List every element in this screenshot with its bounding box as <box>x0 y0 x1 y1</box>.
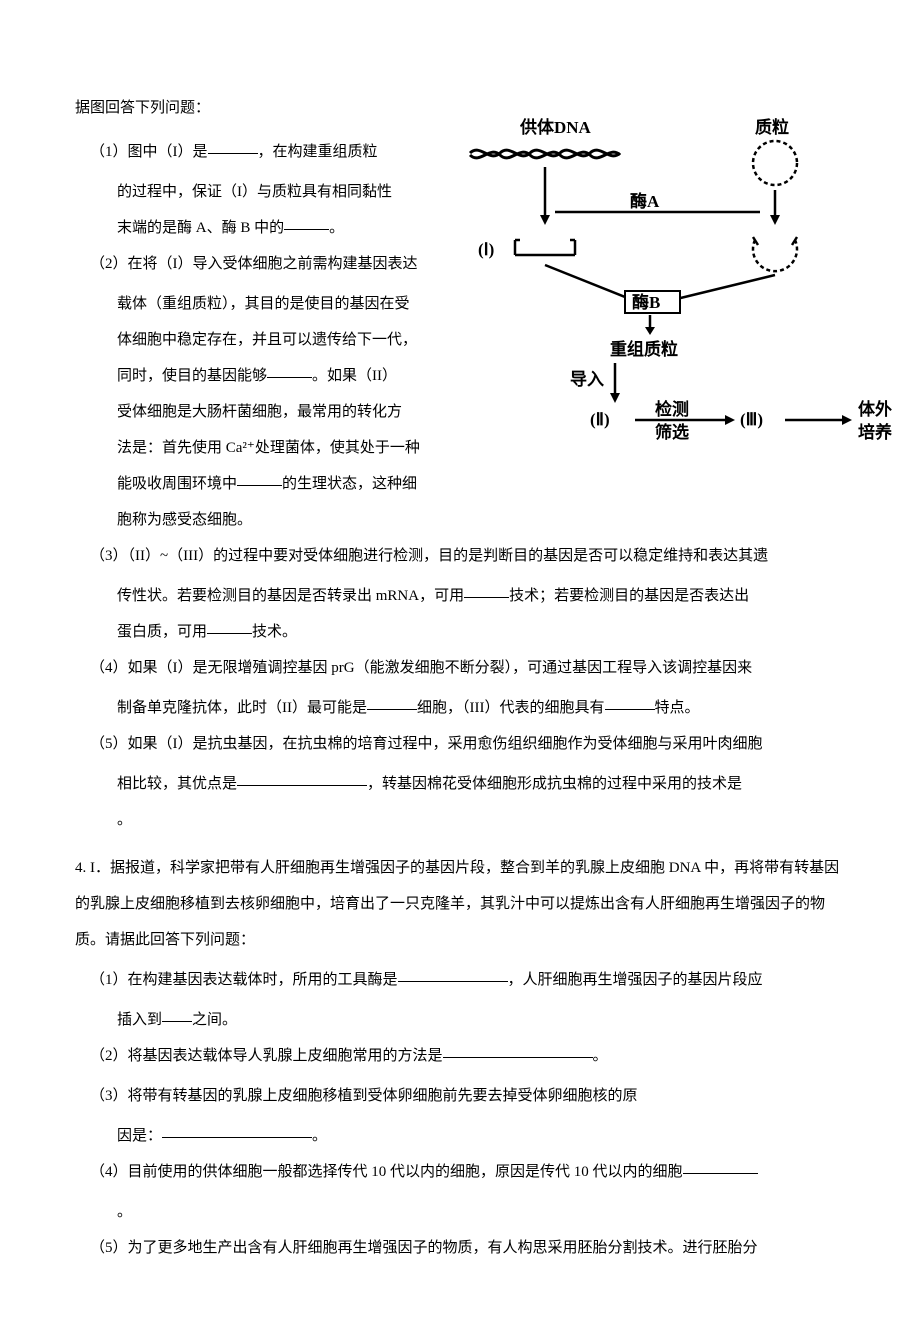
blank-input <box>464 597 509 598</box>
select-label: 筛选 <box>655 422 689 442</box>
enzyme-b-label: 酶B <box>632 292 660 312</box>
question-5-cont: 相比较，其优点是，转基因棉花受体细胞形成抗虫棉的过程中采用的技术是 <box>75 766 845 802</box>
question-2-cont: 受体细胞是大肠杆菌细胞，最常用的转化方 <box>75 394 435 430</box>
question-2-cont: 胞称为感受态细胞。 <box>75 502 435 538</box>
question-5: （5）如果（I）是抗虫基因，在抗虫棉的培育过程中，采用愈伤组织细胞作为受体细胞与… <box>75 726 845 762</box>
s4-question-3-cont: 因是：。 <box>75 1118 845 1154</box>
fragment-i-icon <box>515 240 575 255</box>
blank-input <box>605 709 655 710</box>
arrow-head-icon <box>610 393 620 403</box>
blank-input <box>207 633 252 634</box>
gene-engineering-diagram: 供体DNA 质粒 酶A <box>460 105 900 475</box>
section-4-header: 4. I．据报道，科学家把带有人肝细胞再生增强因子的基因片段，整合到羊的乳腺上皮… <box>75 850 845 958</box>
blank-input <box>398 981 508 982</box>
s4-question-1-cont: 插入到之间。 <box>75 1002 845 1038</box>
arrow-head-icon <box>725 415 735 425</box>
blank-input <box>367 709 417 710</box>
s4-question-3: （3）将带有转基因的乳腺上皮细胞移植到受体卵细胞前先要去掉受体卵细胞核的原 <box>75 1078 845 1114</box>
question-2-cont: 载体（重组质粒），其目的是使目的基因在受 <box>75 286 435 322</box>
arrow-head-icon <box>770 215 780 225</box>
arrow-head-icon <box>540 215 550 225</box>
blank-input <box>284 229 329 230</box>
s4-question-2: （2）将基因表达载体导人乳腺上皮细胞常用的方法是。 <box>75 1038 845 1074</box>
blank-input <box>162 1021 192 1022</box>
blank-input <box>267 377 312 378</box>
question-2-cont: 法是：首先使用 Ca²⁺处理菌体，使其处于一种 <box>75 430 435 466</box>
label-ii: (Ⅱ) <box>590 410 610 429</box>
question-3: （3）（II）~（III）的过程中要对受体细胞进行检测，目的是判断目的基因是否可… <box>75 538 845 574</box>
external-label: 体外 <box>858 399 892 419</box>
question-2-cont: 同时，使目的基因能够。如果（II） <box>75 358 435 394</box>
s4-question-5: （5）为了更多地生产出含有人肝细胞再生增强因子的物质，有人构思采用胚胎分割技术。… <box>75 1230 845 1266</box>
culture-label: 培养 <box>858 422 893 442</box>
s4-question-1: （1）在构建基因表达载体时，所用的工具酶是，人肝细胞再生增强因子的基因片段应 <box>75 962 845 998</box>
plasmid-label: 质粒 <box>755 117 789 137</box>
donor-dna-label: 供体DNA <box>519 117 592 137</box>
s4-question-4: （4）目前使用的供体细胞一般都选择传代 10 代以内的细胞，原因是传代 10 代… <box>75 1154 845 1190</box>
enzyme-a-label: 酶A <box>630 191 660 211</box>
dna-strand-icon <box>470 150 620 158</box>
question-1-cont: 末端的是酶 A、酶 B 中的。 <box>75 210 435 246</box>
arrow-head-icon <box>645 327 655 335</box>
question-4: （4）如果（I）是无限增殖调控基因 prG（能激发细胞不断分裂），可通过基因工程… <box>75 650 845 686</box>
blank-input <box>237 485 282 486</box>
plasmid-icon <box>753 141 797 185</box>
detect-label: 检测 <box>655 399 689 419</box>
label-iii: (Ⅲ) <box>740 410 763 429</box>
question-2-cont: 体细胞中稳定存在，并且可以遗传给下一代， <box>75 322 435 358</box>
question-2-cont: 能吸收周围环境中的生理状态，这种细 <box>75 466 435 502</box>
blank-input <box>208 153 258 154</box>
question-5-cont: 。 <box>75 802 845 838</box>
question-4-cont: 制备单克隆抗体，此时（II）最可能是细胞，（III）代表的细胞具有特点。 <box>75 690 845 726</box>
question-2: （2）在将（I）导入受体细胞之前需构建基因表达 <box>75 246 435 282</box>
question-3-cont: 传性状。若要检测目的基因是否转录出 mRNA，可用技术；若要检测目的基因是否表达… <box>75 578 845 614</box>
question-1: （1）图中（I）是，在构建重组质粒 <box>75 134 435 170</box>
question-3-cont: 蛋白质，可用技术。 <box>75 614 845 650</box>
recombinant-label: 重组质粒 <box>610 339 678 359</box>
s4-question-4-cont: 。 <box>75 1194 845 1230</box>
question-1-cont: 的过程中，保证（I）与质粒具有相同黏性 <box>75 174 435 210</box>
blank-input <box>683 1173 758 1174</box>
label-i: (Ⅰ) <box>478 240 494 259</box>
arrow-head-icon <box>842 415 852 425</box>
blank-input <box>237 785 367 786</box>
blank-input <box>162 1137 312 1138</box>
open-plasmid-icon <box>753 237 797 271</box>
import-label: 导入 <box>570 370 604 389</box>
blank-input <box>443 1057 593 1058</box>
